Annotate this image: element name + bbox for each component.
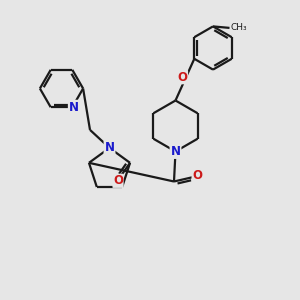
Text: O: O xyxy=(113,174,123,187)
Text: CH₃: CH₃ xyxy=(231,23,247,32)
Text: N: N xyxy=(104,141,115,154)
Text: O: O xyxy=(192,169,202,182)
Text: O: O xyxy=(178,71,188,84)
Text: N: N xyxy=(170,145,181,158)
Text: N: N xyxy=(69,101,79,114)
